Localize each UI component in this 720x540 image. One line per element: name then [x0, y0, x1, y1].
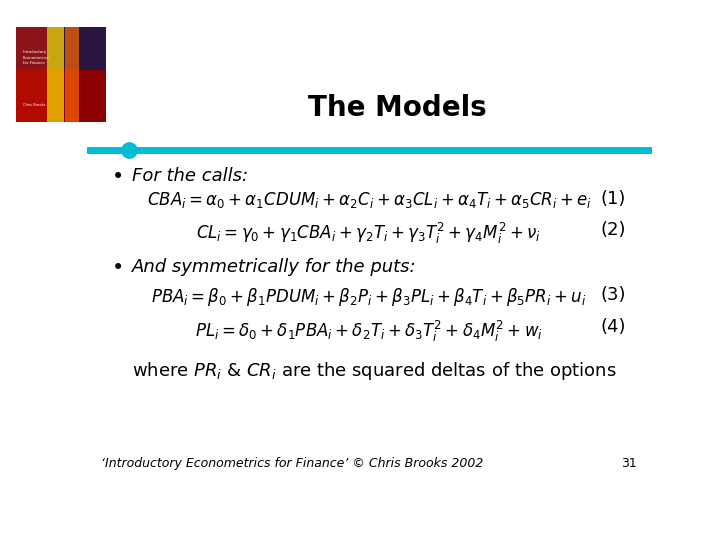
- Bar: [66, 27, 78, 122]
- Bar: [16, 27, 48, 122]
- Text: (2): (2): [600, 221, 626, 239]
- Text: $PL_i = \delta_0 + \delta_1 PBA_i + \delta_2 T_i + \delta_3 T_i^2 + \delta_4 M_i: $PL_i = \delta_0 + \delta_1 PBA_i + \del…: [195, 319, 543, 343]
- Text: For the calls:: For the calls:: [132, 167, 248, 185]
- Text: The Models: The Models: [307, 94, 486, 122]
- Text: •: •: [112, 258, 125, 278]
- Text: And symmetrically for the puts:: And symmetrically for the puts:: [132, 258, 416, 276]
- Text: $CL_i = \gamma_0 + \gamma_1 CBA_i + \gamma_2 T_i + \gamma_3 T_i^2 + \gamma_4 M_i: $CL_i = \gamma_0 + \gamma_1 CBA_i + \gam…: [197, 221, 541, 246]
- Text: (3): (3): [600, 286, 626, 304]
- Bar: [16, 27, 106, 70]
- Text: $PBA_i = \beta_0 + \beta_1 PDUM_i + \beta_2 P_i + \beta_3 PL_i + \beta_4 T_i + \: $PBA_i = \beta_0 + \beta_1 PDUM_i + \bet…: [151, 286, 587, 308]
- Text: where $PR_i$ & $CR_i$ are the squared deltas of the options: where $PR_i$ & $CR_i$ are the squared de…: [132, 360, 616, 382]
- Text: ‘Introductory Econometrics for Finance’ © Chris Brooks 2002: ‘Introductory Econometrics for Finance’ …: [101, 457, 484, 470]
- Text: 31: 31: [621, 457, 637, 470]
- Text: Chris Brooks: Chris Brooks: [23, 103, 45, 107]
- Bar: [48, 27, 63, 122]
- Text: •: •: [112, 167, 125, 187]
- Text: $CBA_i = \alpha_0 + \alpha_1 CDUM_i + \alpha_2 C_i + \alpha_3 CL_i + \alpha_4 T_: $CBA_i = \alpha_0 + \alpha_1 CDUM_i + \a…: [147, 190, 591, 210]
- Text: (4): (4): [600, 319, 626, 336]
- Text: (1): (1): [600, 190, 626, 207]
- Text: Introductory
Econometrics
for Finance: Introductory Econometrics for Finance: [23, 50, 50, 65]
